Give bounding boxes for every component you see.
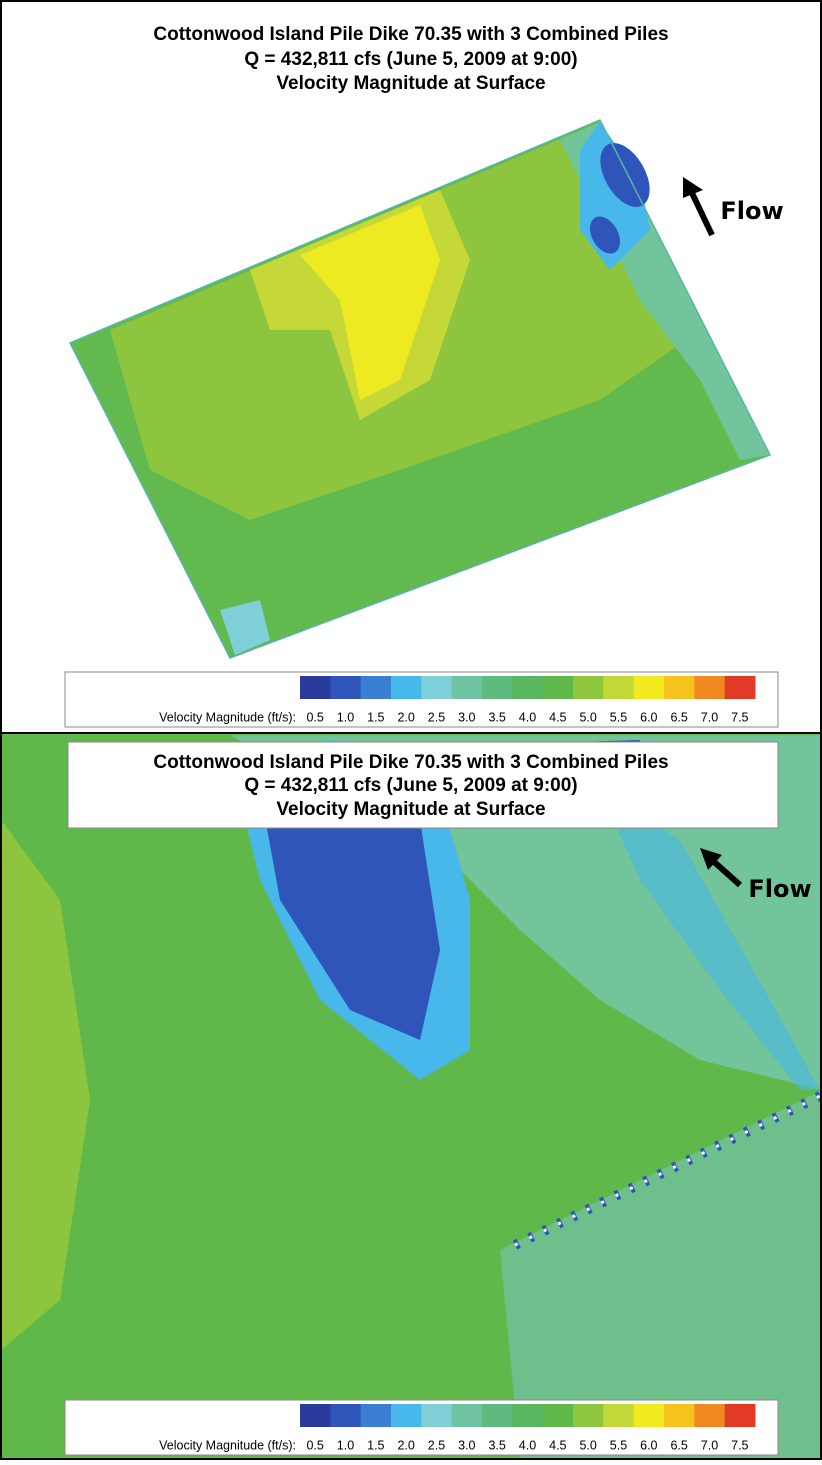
colorbar-tick-label: 3.5: [488, 710, 505, 724]
colorbar-swatch: [724, 1404, 756, 1427]
chart-title: Velocity Magnitude at Surface: [276, 799, 545, 820]
colorbar-swatch: [512, 1404, 544, 1427]
colorbar-swatch: [724, 676, 756, 699]
colorbar-tick-label: 5.0: [579, 710, 596, 724]
colorbar-swatch: [633, 1404, 665, 1427]
colorbar-tick-label: 4.5: [549, 1438, 566, 1452]
colorbar-tick-label: 0.5: [306, 710, 323, 724]
flow-arrow: [683, 177, 715, 237]
title-box: [67, 741, 779, 829]
colorbar-tick-label: 2.5: [428, 1438, 445, 1452]
colorbar-swatch: [664, 676, 695, 699]
colorbar-tick-label: 6.5: [670, 1438, 687, 1452]
colorbar-swatch: [300, 1404, 331, 1427]
colorbar-swatch: [360, 1404, 392, 1427]
colorbar-tick-label: 2.5: [428, 710, 445, 724]
colorbar-tick-label: 2.0: [397, 1438, 414, 1452]
colorbar-tick-label: 6.5: [670, 710, 687, 724]
colorbar-tick-label: 1.5: [367, 710, 384, 724]
colorbar-tick-label: 7.5: [731, 1438, 748, 1452]
colorbar-swatch: [421, 1404, 453, 1427]
colorbar-swatch: [694, 676, 726, 699]
colorbar-tick-label: 6.0: [640, 1438, 657, 1452]
colorbar-tick-label: 2.0: [397, 710, 414, 724]
chart-title: Cottonwood Island Pile Dike 70.35 with 3…: [153, 752, 668, 773]
colorbar-tick-label: 5.5: [610, 710, 627, 724]
colorbar-swatch: [542, 1404, 574, 1427]
annotation: Flow: [720, 197, 783, 225]
colorbar-swatch: [421, 676, 453, 699]
colorbar-swatch: [300, 676, 331, 699]
chart-title: Velocity Magnitude at Surface: [276, 73, 545, 94]
colorbar-swatch: [512, 676, 544, 699]
colorbar-tick-label: 4.0: [519, 710, 536, 724]
colorbar-swatch: [542, 676, 574, 699]
colorbar-swatch: [482, 676, 513, 699]
chart-title: Q = 432,811 cfs (June 5, 2009 at 9:00): [244, 775, 577, 796]
colorbar-tick-label: 3.0: [458, 1438, 475, 1452]
colorbar-swatch: [360, 676, 392, 699]
contour-field: [1, 733, 822, 1459]
panel-border: [0, 732, 822, 1460]
colorbar-swatch: [573, 676, 604, 699]
chart-title: Q = 432,811 cfs (June 5, 2009 at 9:00): [244, 49, 577, 70]
colorbar-tick-label: 7.0: [701, 710, 718, 724]
chart-title: Cottonwood Island Pile Dike 70.35 with 3…: [153, 24, 668, 45]
colorbar-swatch: [391, 676, 422, 699]
colorbar-tick-label: 1.0: [337, 710, 354, 724]
colorbar-tick-label: 7.0: [701, 1438, 718, 1452]
annotation: Flow: [748, 875, 811, 903]
colorbar-label: Velocity Magnitude (ft/s):: [159, 710, 296, 724]
flow-arrow: [700, 848, 742, 888]
colorbar-swatch: [330, 1404, 362, 1427]
colorbar-tick-label: 4.5: [549, 710, 566, 724]
colorbar-swatch: [603, 676, 635, 699]
colorbar-tick-label: 0.5: [306, 1438, 323, 1452]
colorbar-label: Velocity Magnitude (ft/s):: [159, 1438, 296, 1452]
colorbar-swatch: [482, 1404, 513, 1427]
colorbar-tick-label: 5.0: [579, 1438, 596, 1452]
colorbar-tick-label: 1.5: [367, 1438, 384, 1452]
colorbar-swatch: [633, 676, 665, 699]
colorbar-swatch: [603, 1404, 635, 1427]
colorbar-swatch: [391, 1404, 422, 1427]
colorbar-tick-label: 5.5: [610, 1438, 627, 1452]
colorbar-tick-label: 7.5: [731, 710, 748, 724]
colorbar-tick-label: 6.0: [640, 710, 657, 724]
colorbar-swatch: [664, 1404, 695, 1427]
colorbar-tick-label: 3.0: [458, 710, 475, 724]
colorbar-tick-label: 1.0: [337, 1438, 354, 1452]
colorbar-swatch: [451, 676, 483, 699]
colorbar-swatch: [451, 1404, 483, 1427]
colorbar-tick-label: 3.5: [488, 1438, 505, 1452]
colorbar-swatch: [694, 1404, 726, 1427]
colorbar-tick-label: 4.0: [519, 1438, 536, 1452]
colorbar-swatch: [330, 676, 362, 699]
colorbar-swatch: [573, 1404, 604, 1427]
